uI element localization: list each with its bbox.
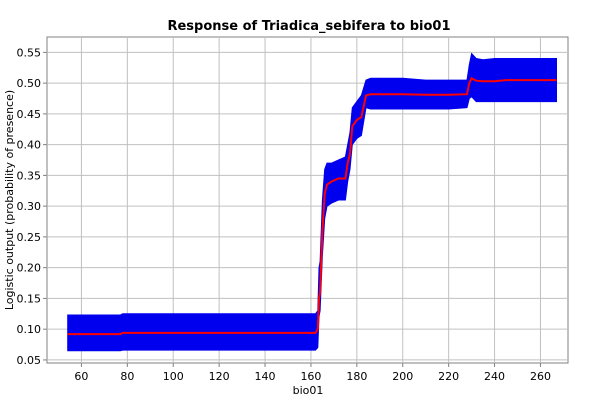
- y-tick-label-9: 0.50: [17, 77, 42, 90]
- y-tick-label-7: 0.40: [17, 139, 42, 152]
- y-tick-label-5: 0.30: [17, 200, 42, 213]
- y-tick-label-4: 0.25: [17, 231, 42, 244]
- x-axis-label: bio01: [293, 384, 324, 397]
- x-tick-label-6: 180: [346, 370, 367, 383]
- y-tick-label-0: 0.05: [17, 354, 42, 367]
- x-tick-label-0: 60: [74, 370, 88, 383]
- x-tick-label-1: 80: [120, 370, 134, 383]
- x-tick-label-2: 100: [163, 370, 184, 383]
- y-axis-label: Logistic output (probability of presence…: [3, 90, 16, 310]
- x-tick-label-5: 160: [300, 370, 321, 383]
- x-tick-label-4: 140: [255, 370, 276, 383]
- x-tick-label-7: 200: [392, 370, 413, 383]
- confidence-band-area: [67, 52, 557, 352]
- y-tick-label-6: 0.35: [17, 169, 42, 182]
- y-tick-label-8: 0.45: [17, 108, 42, 121]
- y-tick-label-10: 0.55: [17, 46, 42, 59]
- chart-title: Response of Triadica_sebifera to bio01: [167, 19, 450, 34]
- y-tick-label-2: 0.15: [17, 292, 42, 305]
- mean-line-path: [67, 76, 557, 336]
- confidence-band: [67, 52, 557, 352]
- y-tick-label-3: 0.20: [17, 262, 42, 275]
- x-tick-label-10: 260: [530, 370, 551, 383]
- x-tick-label-9: 240: [484, 370, 505, 383]
- x-tick-label-8: 220: [438, 370, 459, 383]
- x-tick-label-3: 120: [209, 370, 230, 383]
- x-axis-ticks: 60 80 100 120 140 160 180 200 220 240 260: [74, 363, 551, 383]
- y-tick-label-1: 0.10: [17, 323, 42, 336]
- y-axis-ticks: 0.05 0.10 0.15 0.20 0.25 0.30 0.35 0.40 0.45 0.50…: [17, 46, 47, 367]
- mean-response-line: [67, 76, 557, 336]
